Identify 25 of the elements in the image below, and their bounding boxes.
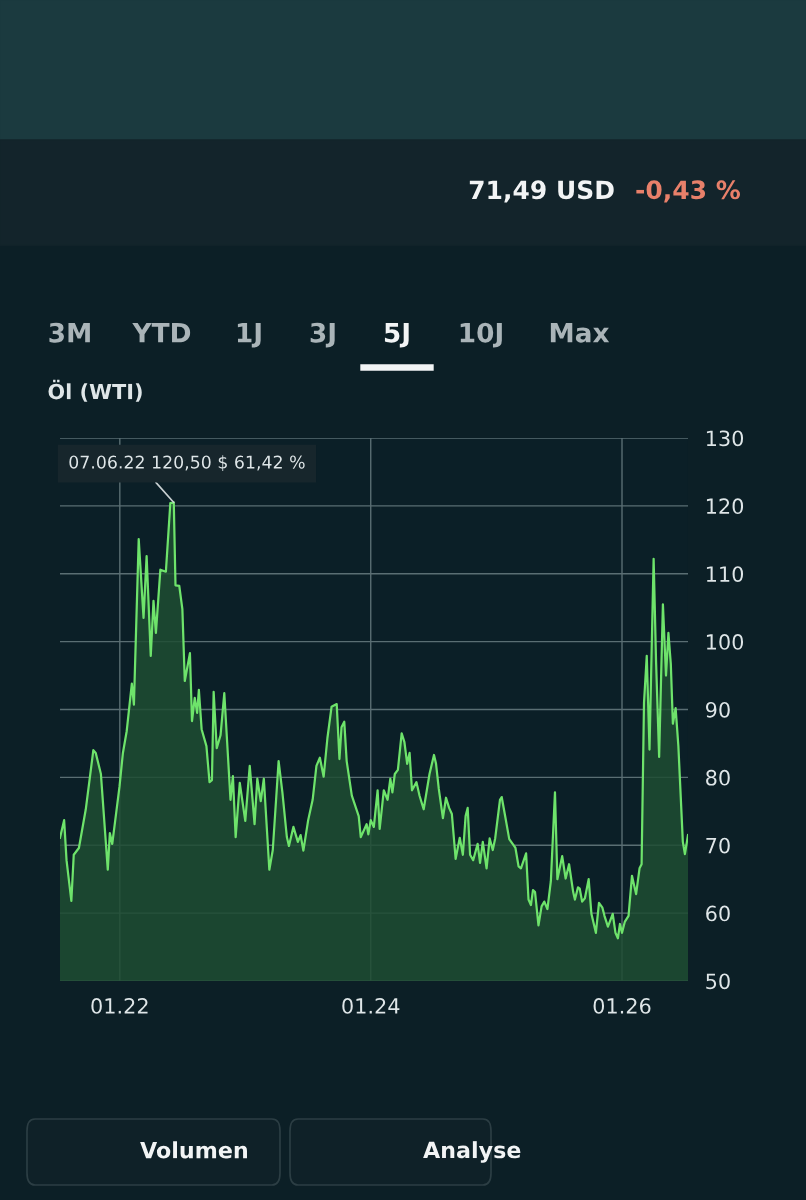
y-tick-label: 80 [706, 769, 730, 786]
y-tick-label: 100 [706, 634, 744, 650]
text: Analyse [423, 1141, 521, 1163]
text: 10J [460, 322, 502, 348]
y-tick-label: 130 [706, 430, 744, 447]
text: Volumen [140, 1141, 247, 1159]
text: Max [550, 323, 610, 343]
text: 3J [310, 322, 335, 348]
text: 1J [237, 323, 261, 348]
y-tick-label: 50 [706, 973, 730, 990]
y-tick-label: 70 [706, 837, 730, 854]
x-tick-label: 01.24 [342, 998, 400, 1014]
text: 71,49 USD [469, 180, 614, 203]
text: -0,43 % [636, 180, 741, 203]
text: YTD [132, 323, 191, 343]
text: 3M [49, 322, 90, 343]
chart-title: Öl (WTI) [48, 379, 142, 402]
x-tick-label: 01.22 [91, 998, 148, 1014]
x-tick-label: 01.26 [593, 998, 651, 1014]
y-tick-label: 120 [706, 498, 744, 515]
y-tick-label: 90 [705, 701, 730, 718]
text: 5J [384, 323, 409, 348]
y-tick-label: 60 [706, 905, 730, 922]
annotation: 07.06.22 120,50 $ 61,42 % [69, 455, 305, 471]
y-tick-label: 110 [706, 566, 744, 582]
